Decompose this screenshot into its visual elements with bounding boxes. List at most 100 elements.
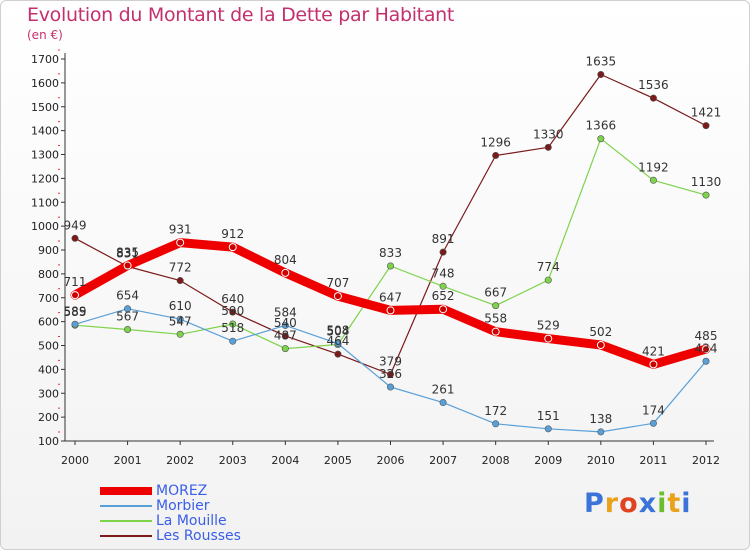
x-tick-label: 2000 (61, 454, 89, 467)
x-tick-label: 2010 (587, 454, 615, 467)
data-label: 640 (221, 292, 244, 306)
data-label: 558 (484, 312, 507, 326)
data-label: 931 (169, 223, 192, 237)
data-point (650, 361, 657, 368)
series-points (71, 71, 710, 436)
logo-letter: i (681, 488, 692, 519)
y-tick-label: 500 (38, 340, 59, 353)
x-tick-label: 2009 (534, 454, 562, 467)
data-label: 831 (116, 246, 139, 260)
data-label: 487 (274, 329, 297, 343)
chart-subtitle: (en €) (27, 28, 63, 42)
y-tick-label: 1300 (31, 149, 59, 162)
data-label: 584 (274, 305, 297, 319)
data-point (229, 308, 237, 316)
data-label: 138 (589, 412, 612, 426)
logo-letter: P (584, 488, 605, 519)
legend-swatch (100, 535, 152, 537)
y-tick-label: 1400 (31, 125, 59, 138)
data-point (229, 337, 237, 345)
x-tick-label: 2005 (324, 454, 352, 467)
data-point (176, 277, 184, 285)
data-label: 326 (379, 367, 402, 381)
data-label: 547 (169, 314, 192, 328)
data-point (334, 340, 342, 348)
data-point (649, 176, 657, 184)
y-tick-label: 100 (38, 435, 59, 448)
data-point (386, 383, 394, 391)
legend-label: La Mouille (156, 513, 227, 529)
y-tick-label: 1000 (31, 220, 59, 233)
y-tick-label: 1200 (31, 172, 59, 185)
data-point (124, 326, 132, 334)
y-tick-label: 1100 (31, 196, 59, 209)
data-point (439, 399, 447, 407)
data-label: 1130 (691, 175, 722, 189)
data-point (281, 321, 289, 329)
data-point (229, 244, 236, 251)
data-label: 151 (537, 409, 560, 423)
legend-swatch (100, 487, 152, 495)
data-label: 667 (484, 286, 507, 300)
x-tick-labels: 2000 2001 2002 2003 2004 2005 2006 2007 2008 2009… (61, 454, 720, 467)
proxiti-logo: Proxiti (584, 488, 692, 519)
x-tick-label: 2003 (219, 454, 247, 467)
x-tick-label: 2011 (639, 454, 667, 467)
legend-item: La Mouille (100, 514, 350, 529)
data-label: 502 (589, 325, 612, 339)
data-point (71, 234, 79, 242)
legend-item: MOREZ (100, 484, 350, 499)
y-tick-label: 900 (38, 244, 59, 257)
data-point (440, 306, 447, 313)
data-point (492, 328, 499, 335)
data-point (177, 239, 184, 246)
data-point (492, 151, 500, 159)
data-point (597, 342, 604, 349)
y-tick-label: 200 (38, 411, 59, 424)
legend-swatch (100, 520, 152, 522)
data-label: 772 (169, 261, 192, 275)
data-point (492, 302, 500, 310)
data-label: 529 (537, 319, 560, 333)
logo-letter: t (667, 488, 682, 519)
data-label: 518 (221, 321, 244, 335)
y-tick-label: 600 (38, 316, 59, 329)
y-tick-label: 300 (38, 387, 59, 400)
data-label: 1296 (480, 135, 511, 149)
data-point (702, 122, 710, 130)
chart-legend: MOREZ Morbier La Mouille Les Rousses (100, 484, 350, 544)
data-label: 610 (169, 299, 192, 313)
data-point (597, 135, 605, 143)
data-point (124, 305, 132, 313)
data-label: 833 (379, 246, 402, 260)
data-label: 379 (379, 354, 402, 368)
y-tick-label: 1500 (31, 101, 59, 114)
data-point (703, 346, 709, 353)
x-tick-label: 2001 (114, 454, 142, 467)
chart-title: Evolution du Montant de la Dette par Hab… (27, 4, 455, 26)
legend-item: Les Rousses (100, 529, 350, 544)
logo-letter: r (604, 488, 620, 519)
data-label: 485 (695, 329, 718, 343)
legend-item: Morbier (100, 499, 350, 514)
data-label: 540 (274, 316, 297, 330)
data-labels: 949 831 772 640 540 464 379 891 1296 1330 1635 1536… (64, 55, 722, 426)
data-label: 707 (326, 276, 349, 290)
data-point (545, 335, 552, 342)
logo-letter: i (657, 488, 668, 519)
data-point (229, 320, 237, 328)
data-point (702, 191, 710, 199)
y-tick-label: 400 (38, 363, 59, 376)
data-label: 647 (379, 290, 402, 304)
data-label: 172 (484, 404, 507, 418)
data-point (544, 276, 552, 284)
data-label: 774 (537, 260, 560, 274)
data-label: 421 (642, 344, 665, 358)
data-label: 1421 (691, 106, 722, 120)
y-tick-label: 1700 (31, 53, 59, 66)
data-label: 1366 (586, 119, 617, 133)
data-point (597, 428, 605, 436)
data-label: 1330 (533, 127, 564, 141)
data-label: 585 (64, 305, 87, 319)
